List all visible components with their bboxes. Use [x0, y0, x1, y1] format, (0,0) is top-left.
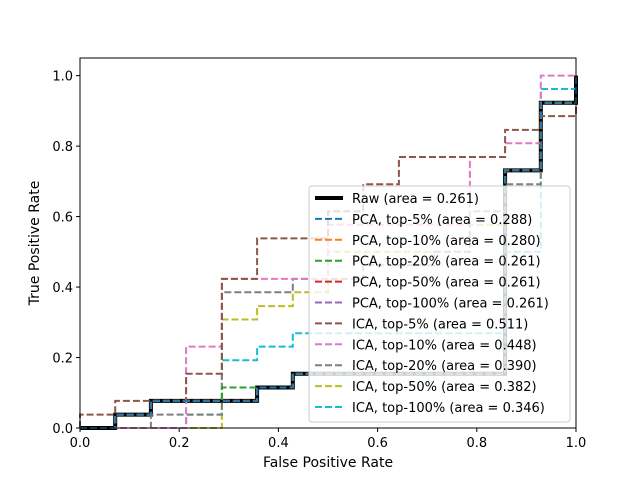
legend-label: ICA, top-5% (area = 0.511)	[352, 317, 528, 332]
x-tick-label: 0.4	[268, 436, 289, 451]
y-tick-label: 0.2	[52, 352, 73, 367]
legend-box	[308, 185, 571, 423]
y-tick-label: 1.0	[52, 70, 73, 85]
legend-label: ICA, top-50% (area = 0.382)	[352, 380, 537, 395]
legend-label: Raw (area = 0.261)	[352, 192, 479, 207]
x-tick-label: 0.6	[367, 436, 388, 451]
x-axis-label: False Positive Rate	[263, 455, 393, 471]
x-tick-label: 1.0	[566, 436, 587, 451]
y-tick-label: 0.8	[52, 140, 73, 155]
y-tick-label: 0.6	[52, 211, 73, 226]
x-tick-label: 0.0	[70, 436, 91, 451]
x-tick-label: 0.2	[169, 436, 190, 451]
x-axis-ticks: 0.0 0.2 0.4 0.6 0.8 1.0	[70, 428, 587, 451]
legend-label: ICA, top-100% (area = 0.346)	[352, 401, 545, 416]
legend-label: PCA, top-5% (area = 0.288)	[352, 213, 532, 228]
legend-label: PCA, top-100% (area = 0.261)	[352, 297, 549, 312]
y-axis-ticks: 0.0 0.2 0.4 0.6 0.8 1.0	[52, 70, 80, 437]
legend-label: PCA, top-20% (area = 0.261)	[352, 255, 541, 270]
legend: Raw (area = 0.261) PCA, top-5% (area = 0.…	[308, 185, 571, 423]
y-axis-label: True Positive Rate	[27, 181, 43, 307]
legend-label: ICA, top-20% (area = 0.390)	[352, 359, 537, 374]
y-tick-label: 0.4	[52, 281, 73, 296]
axes-frame	[79, 57, 577, 429]
roc-curve-pca-top-5	[80, 75, 577, 429]
y-tick-label: 0.0	[52, 422, 73, 437]
legend-label: PCA, top-10% (area = 0.280)	[352, 234, 541, 249]
x-tick-label: 0.8	[466, 436, 487, 451]
roc-curve-ica-top-100	[80, 75, 577, 429]
legend-label: ICA, top-10% (area = 0.448)	[352, 338, 537, 353]
legend-label: PCA, top-50% (area = 0.261)	[352, 276, 541, 291]
